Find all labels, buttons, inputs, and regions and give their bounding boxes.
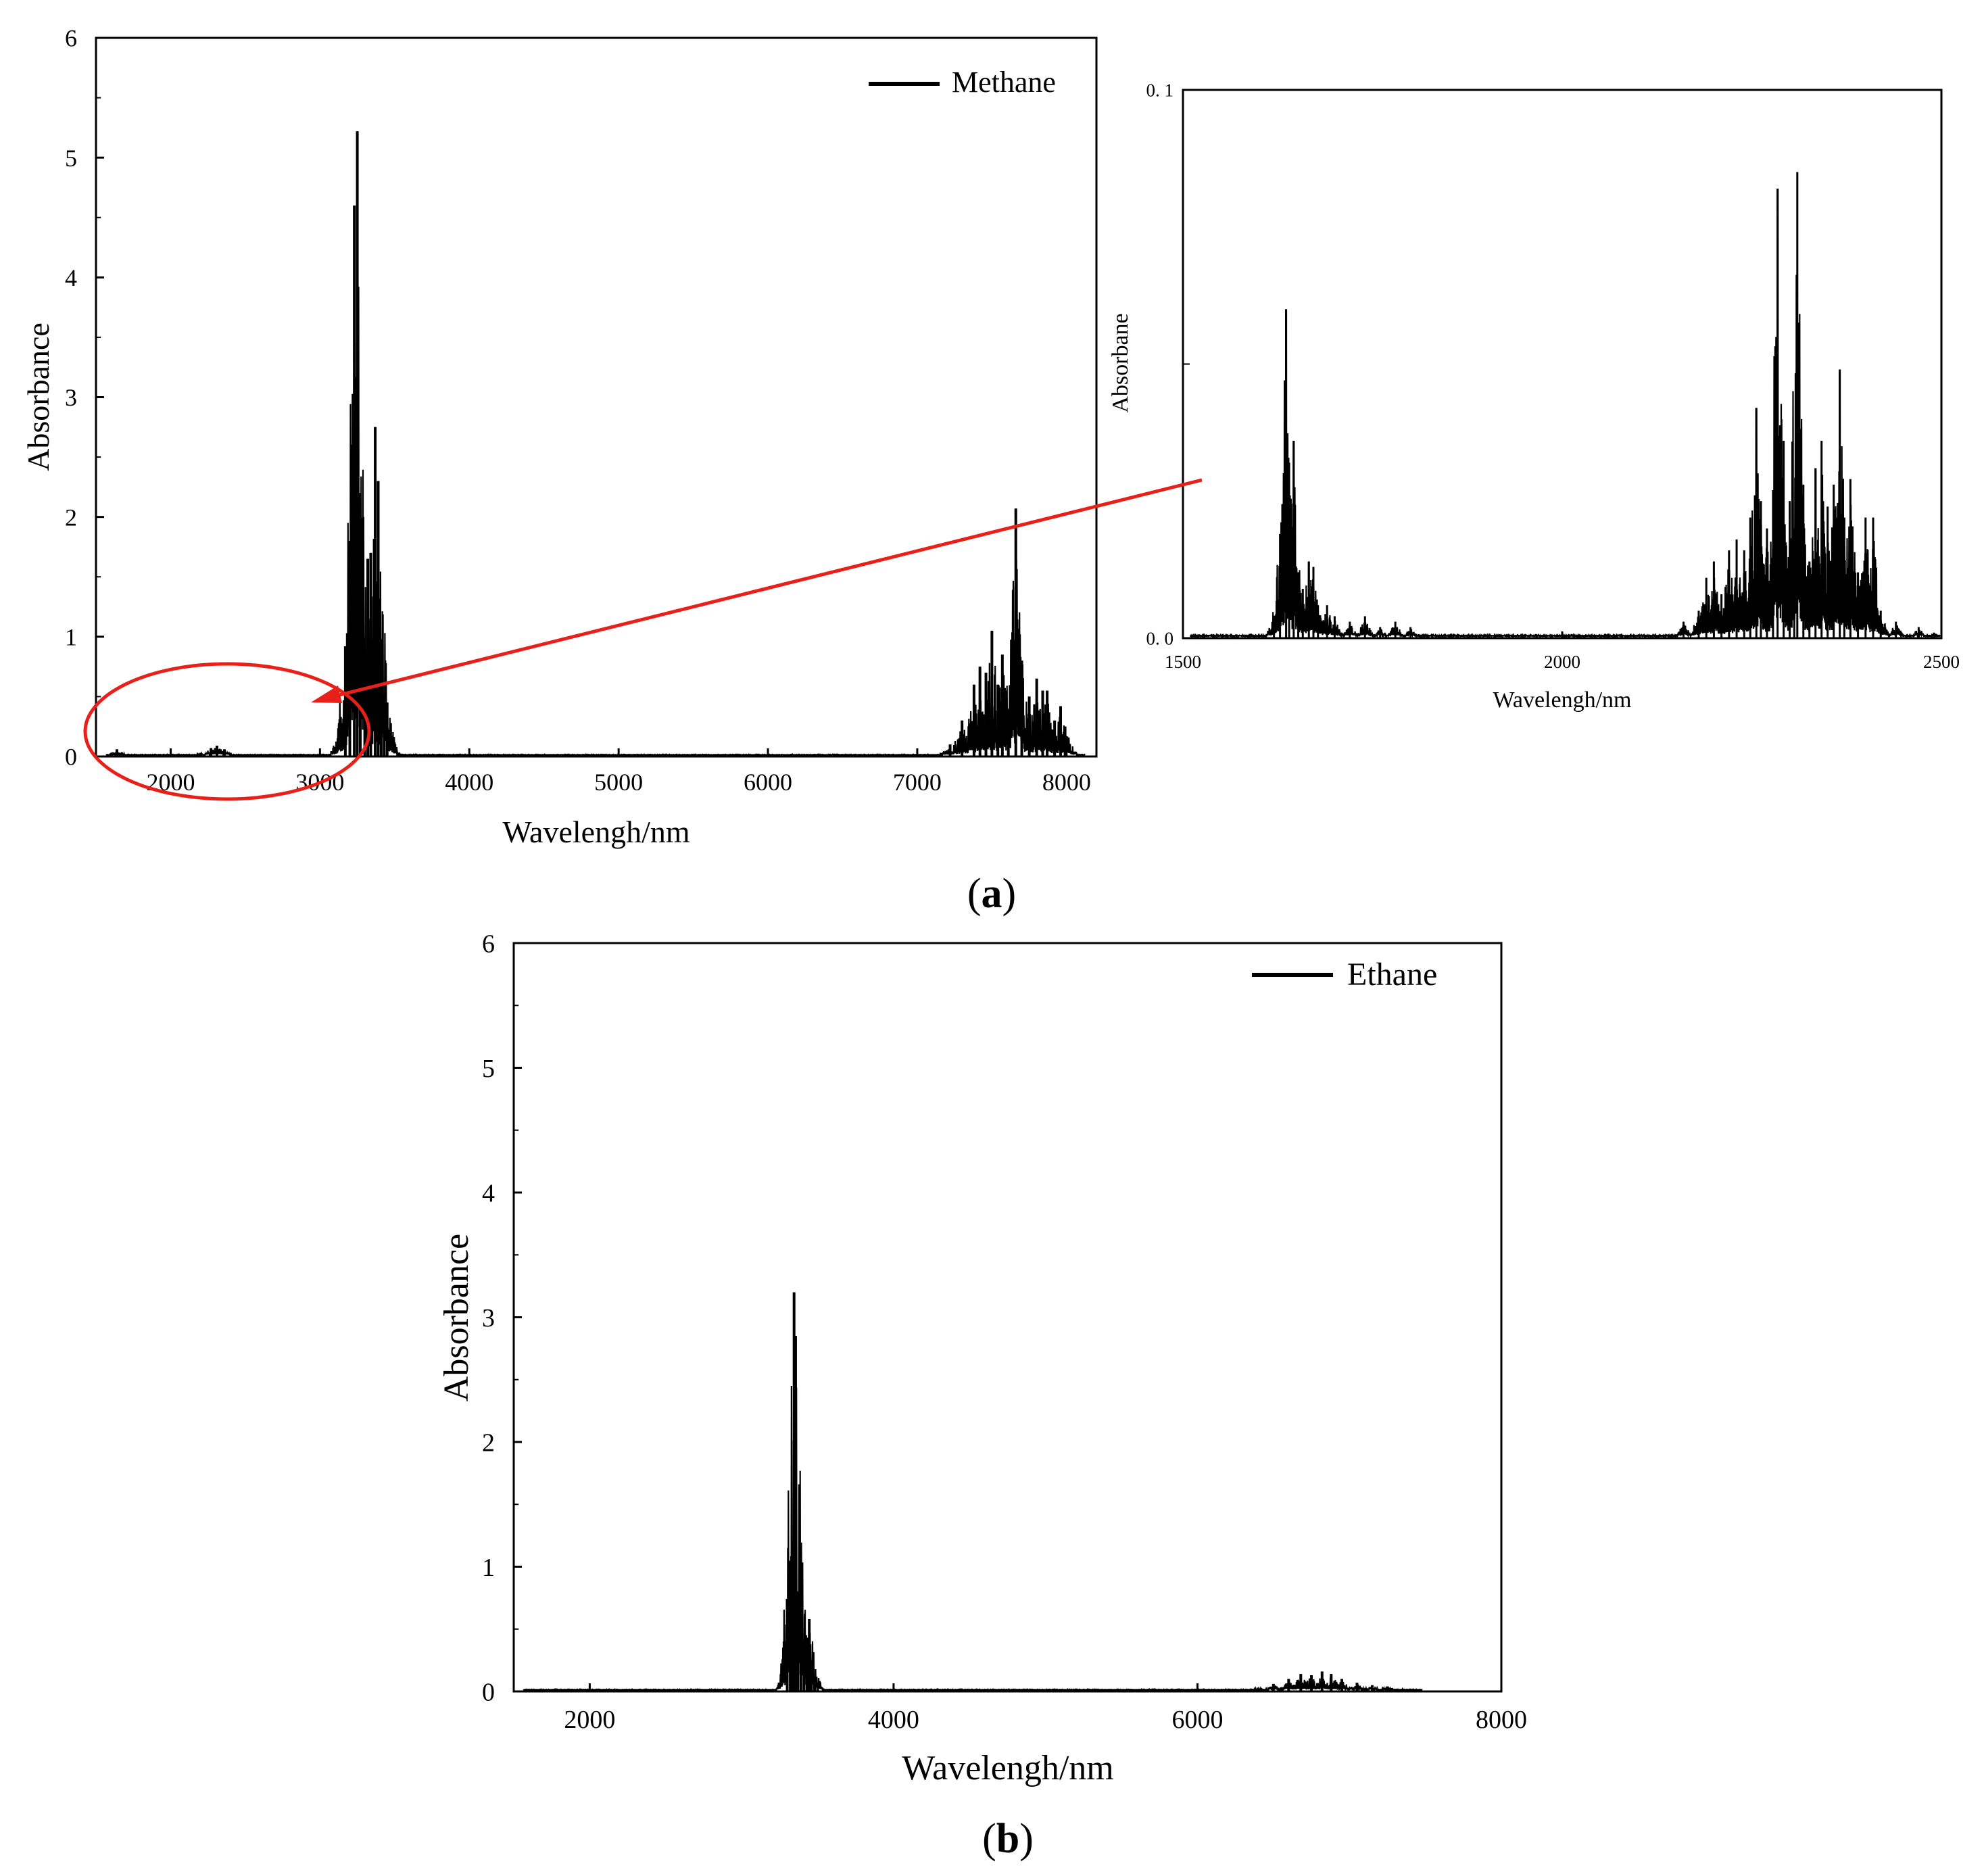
y-tick-label: 5 xyxy=(65,145,77,172)
x-tick-label: 4000 xyxy=(868,1706,919,1734)
zoom-region-ellipse xyxy=(83,662,371,801)
y-tick-label: 0. 1 xyxy=(1146,80,1174,100)
chart-inset-x-label: Wavelengh/nm xyxy=(1493,688,1632,713)
chart-b-trace xyxy=(523,1292,1423,1693)
series-line xyxy=(523,1292,1423,1693)
y-tick-label: 3 xyxy=(65,384,77,411)
y-tick-label: 3 xyxy=(482,1304,495,1332)
x-tick-label: 6000 xyxy=(744,769,792,796)
y-tick-label: 0 xyxy=(65,744,77,771)
chart-a-x-axis: 2000 3000 4000 5000 6000 7000 8000 xyxy=(146,748,1091,796)
y-tick-label: 2 xyxy=(482,1428,495,1457)
y-tick-label: 6 xyxy=(482,930,495,958)
chart-b-legend: Ethane xyxy=(1252,957,1437,992)
series-line xyxy=(1190,172,1942,640)
y-tick-label: 4 xyxy=(482,1179,495,1207)
chart-b-legend-label: Ethane xyxy=(1347,957,1437,992)
x-tick-label: 2000 xyxy=(146,769,195,796)
chart-a-x-label: Wavelengh/nm xyxy=(502,815,690,849)
x-tick-label: 5000 xyxy=(594,769,643,796)
x-tick-label: 1500 xyxy=(1165,652,1201,672)
chart-a-legend-label: Methane xyxy=(952,66,1056,99)
x-tick-label: 4000 xyxy=(445,769,493,796)
y-tick-label: 1 xyxy=(482,1554,495,1582)
chart-b-frame xyxy=(512,942,1503,1693)
chart-a-trace xyxy=(105,131,1086,758)
zoom-arrow-line xyxy=(322,478,1203,701)
chart-b-x-label: Wavelengh/nm xyxy=(902,1749,1114,1787)
chart-a-y-axis: 0 1 2 3 4 5 6 xyxy=(65,25,104,771)
chart-b-ethane: 0 1 2 3 4 5 6 2000 4000 6000 8000 Ethane Waveleng… xyxy=(437,930,1527,1787)
chart-inset-y-axis: 0. 0 0. 1 xyxy=(1146,80,1190,648)
y-tick-label: 2 xyxy=(65,504,77,531)
y-tick-label: 0 xyxy=(482,1678,495,1706)
panel-label-b: (b) xyxy=(982,1816,1034,1862)
x-tick-label: 7000 xyxy=(893,769,942,796)
x-tick-label: 6000 xyxy=(1171,1706,1223,1734)
chart-a-legend: Methane xyxy=(869,66,1056,99)
chart-a-inset: 0. 0 0. 1 1500 2000 2500 Wavelengh/nm Absor… xyxy=(1108,80,1960,713)
x-tick-label: 2500 xyxy=(1923,652,1960,672)
panel-label-a: (a) xyxy=(967,871,1016,917)
chart-b-y-label: Absorbance xyxy=(437,1234,476,1401)
y-tick-label: 1 xyxy=(65,623,77,650)
zoom-arrowhead xyxy=(311,686,342,703)
chart-inset-x-axis: 1500 2000 2500 xyxy=(1165,631,1960,672)
y-tick-label: 4 xyxy=(65,264,77,291)
y-tick-label: 0. 0 xyxy=(1146,628,1174,648)
y-tick-label: 5 xyxy=(482,1055,495,1083)
chart-a-frame xyxy=(95,37,1098,758)
chart-b-y-axis: 0 1 2 3 4 5 6 xyxy=(482,930,522,1706)
chart-inset-y-label: Absorbane xyxy=(1108,313,1133,412)
x-tick-label: 8000 xyxy=(1476,1706,1527,1734)
chart-b-x-axis: 2000 4000 6000 8000 xyxy=(564,1683,1527,1734)
chart-inset-trace xyxy=(1190,172,1942,640)
zoom-annotation xyxy=(83,478,1203,801)
x-tick-label: 2000 xyxy=(564,1706,615,1734)
chart-a-y-label: Absorbance xyxy=(21,322,55,471)
series-line xyxy=(105,131,1086,758)
x-tick-label: 8000 xyxy=(1042,769,1091,796)
y-tick-label: 6 xyxy=(65,25,77,52)
x-tick-label: 2000 xyxy=(1544,652,1580,672)
